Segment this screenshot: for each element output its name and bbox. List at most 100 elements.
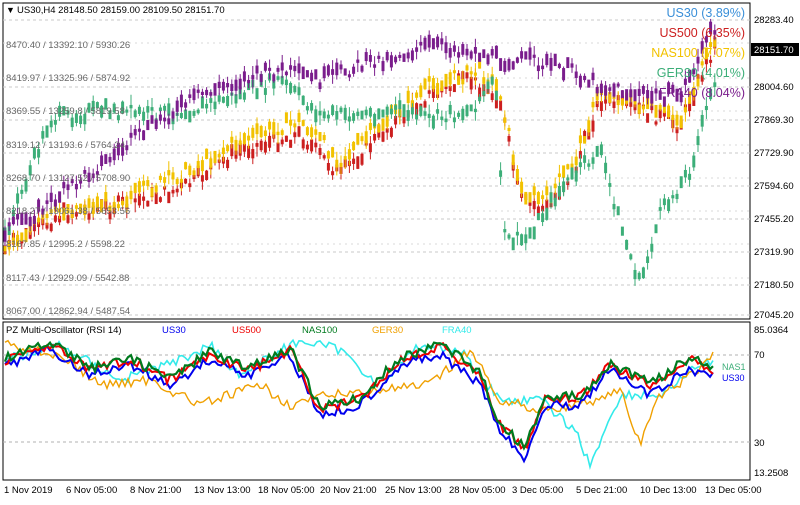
candle-body xyxy=(578,135,582,144)
candle-body xyxy=(625,89,629,101)
candle-body xyxy=(28,165,32,176)
candle-body xyxy=(620,226,624,236)
candle-body xyxy=(37,217,41,223)
candle-body xyxy=(360,153,364,165)
main-pane[interactable] xyxy=(2,2,751,320)
candle-body xyxy=(200,96,204,109)
candle-body xyxy=(658,109,662,119)
candle-body xyxy=(368,143,372,153)
candle-body xyxy=(171,172,175,180)
candle-body xyxy=(79,179,83,184)
candle-body xyxy=(368,55,372,62)
time-tick: 25 Nov 13:00 xyxy=(385,485,442,496)
candle-body xyxy=(612,83,616,97)
candle-body xyxy=(511,237,515,251)
candle-body xyxy=(125,196,129,208)
candle-body xyxy=(331,69,335,75)
candle-body xyxy=(398,100,402,110)
candle-body xyxy=(709,59,713,63)
candle-body xyxy=(53,119,57,125)
candle-body xyxy=(704,36,708,43)
candle-body xyxy=(578,162,582,168)
time-axis: 1 Nov 2019 6 Nov 05:00 8 Nov 21:00 13 No… xyxy=(4,485,762,496)
candle-body xyxy=(574,71,578,78)
candle-body xyxy=(574,170,578,182)
candle-body xyxy=(217,81,221,89)
candle-body xyxy=(536,206,540,214)
candle-body xyxy=(385,51,389,61)
candle-body xyxy=(301,120,305,126)
candle-body xyxy=(650,90,654,104)
candle-body xyxy=(314,109,318,123)
candle-body xyxy=(322,111,326,119)
candle-body xyxy=(289,65,293,70)
candle-body xyxy=(158,175,162,180)
dropdown-arrow-icon[interactable]: ▼ xyxy=(6,5,15,15)
candle-body xyxy=(562,181,566,193)
candle-body xyxy=(587,120,591,133)
candle-body xyxy=(688,173,692,180)
left-scale-labels: 8470.40 / 13392.10 / 5930.26 8419.97 / 1… xyxy=(6,40,130,317)
time-tick: 18 Nov 05:00 xyxy=(258,485,315,496)
candle-body xyxy=(406,90,410,103)
candle-body xyxy=(557,173,561,178)
candle-body xyxy=(637,88,641,96)
symbol-header: US30,H4 28148.50 28159.00 28109.50 28151… xyxy=(17,5,225,16)
osc-end-label-us30: US30 xyxy=(722,373,745,383)
candle-body xyxy=(356,111,360,116)
candle-body xyxy=(221,81,225,91)
candle-body xyxy=(230,144,234,157)
oscillator-pane[interactable] xyxy=(2,321,751,481)
candle-body xyxy=(528,47,532,60)
candle-body xyxy=(646,90,650,99)
candle-body xyxy=(108,110,112,120)
candle-body xyxy=(146,106,150,113)
candle-body xyxy=(142,180,146,186)
candle-body xyxy=(150,188,154,197)
candle-body xyxy=(444,73,448,87)
candle-body xyxy=(583,136,587,144)
candle-body xyxy=(612,101,616,108)
candle-body xyxy=(494,79,498,92)
candle-body xyxy=(116,195,120,202)
candle-body xyxy=(163,177,167,183)
candle-body xyxy=(125,109,129,113)
candle-body xyxy=(671,84,675,93)
candle-body xyxy=(205,89,209,96)
candle-body xyxy=(263,62,267,71)
candle-body xyxy=(469,51,473,59)
candle-body xyxy=(331,105,335,115)
candle-body xyxy=(45,214,49,219)
candle-body xyxy=(280,62,284,71)
candle-body xyxy=(427,76,431,82)
candle-body xyxy=(331,171,335,176)
candle-body xyxy=(20,212,24,225)
candle-body xyxy=(457,52,461,58)
candle-body xyxy=(268,121,272,130)
symbol-legend: US30 (3.89%) US500 (6.35%) NAS100 (7.07%… xyxy=(651,6,745,100)
candle-body xyxy=(389,55,393,68)
candle-body xyxy=(364,131,368,144)
candle-body xyxy=(629,254,633,260)
candle-body xyxy=(667,82,671,95)
candle-body xyxy=(373,64,377,68)
time-tick: 6 Nov 05:00 xyxy=(66,485,117,496)
candle-body xyxy=(297,63,301,74)
candle-body xyxy=(377,108,381,120)
candle-body xyxy=(700,114,704,127)
candle-body xyxy=(570,63,574,68)
candle-body xyxy=(129,104,133,109)
candle-body xyxy=(343,68,347,76)
candle-body xyxy=(507,127,511,132)
candle-body xyxy=(255,143,259,147)
candle-body xyxy=(486,81,490,90)
candle-body xyxy=(591,120,595,132)
candle-body xyxy=(234,79,238,91)
candle-body xyxy=(473,72,477,76)
candle-body xyxy=(154,192,158,205)
candle-body xyxy=(683,78,687,85)
candle-body xyxy=(104,154,108,164)
candle-body xyxy=(671,195,675,199)
candle-body xyxy=(293,132,297,138)
